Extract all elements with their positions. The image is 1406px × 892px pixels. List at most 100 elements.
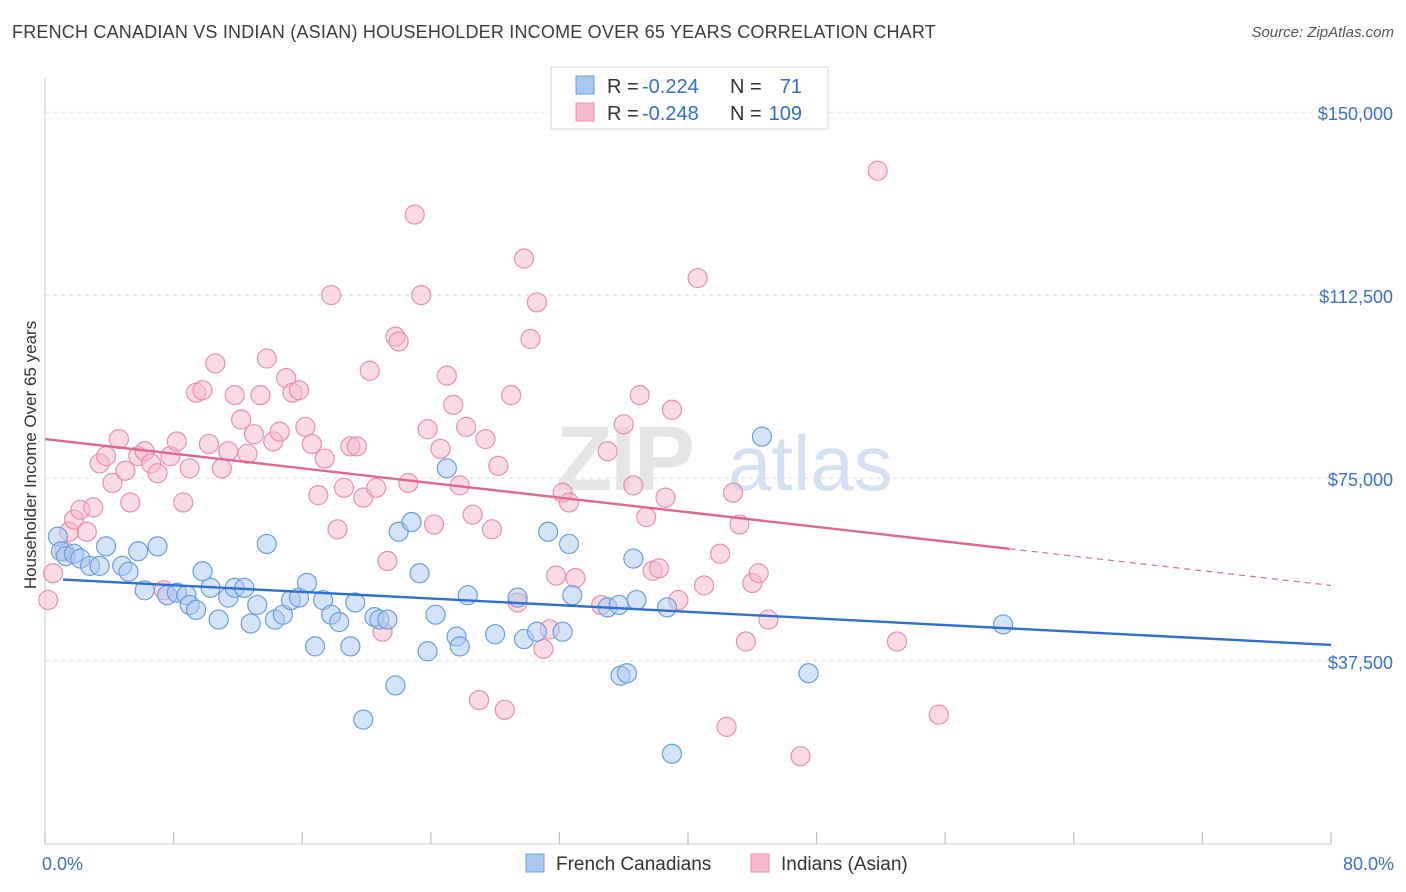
legend-r-label: R = bbox=[607, 103, 639, 125]
data-point bbox=[218, 441, 239, 462]
bottom-legend-swatch-blue bbox=[525, 853, 545, 873]
data-point bbox=[353, 709, 374, 730]
data-point bbox=[38, 589, 59, 611]
legend-n-value-blue: 71 bbox=[780, 76, 802, 98]
data-point bbox=[546, 565, 567, 586]
data-point bbox=[385, 675, 406, 696]
data-point bbox=[308, 485, 329, 506]
legend-r-value-blue: -0.224 bbox=[642, 76, 699, 98]
legend-swatch-pink bbox=[575, 102, 595, 122]
data-point bbox=[186, 599, 207, 620]
data-point bbox=[623, 548, 644, 569]
data-point bbox=[436, 365, 457, 386]
data-point bbox=[192, 380, 213, 401]
data-point bbox=[256, 533, 277, 555]
data-point bbox=[128, 541, 149, 562]
legend-swatch-blue bbox=[575, 75, 595, 95]
data-point bbox=[417, 641, 438, 662]
data-point bbox=[321, 285, 342, 306]
data-point bbox=[256, 348, 277, 369]
data-point bbox=[558, 533, 580, 555]
legend-r-value-pink: -0.248 bbox=[642, 103, 699, 125]
trend-lines bbox=[44, 437, 1332, 647]
data-point bbox=[115, 460, 136, 481]
data-point bbox=[243, 424, 265, 445]
data-point bbox=[443, 394, 464, 415]
data-point bbox=[886, 631, 908, 652]
data-point bbox=[657, 597, 678, 618]
data-point bbox=[296, 572, 318, 594]
axes bbox=[44, 78, 1332, 845]
data-point bbox=[340, 636, 361, 657]
data-point bbox=[687, 267, 708, 289]
data-point bbox=[565, 567, 586, 589]
data-point bbox=[377, 609, 398, 630]
data-point bbox=[417, 419, 438, 440]
data-point bbox=[616, 663, 638, 684]
data-point bbox=[102, 472, 123, 494]
data-point bbox=[488, 455, 509, 476]
data-point bbox=[468, 689, 490, 711]
data-point bbox=[648, 558, 670, 579]
source-label: Source: ZipAtlas.com bbox=[1251, 24, 1394, 41]
data-point bbox=[95, 446, 117, 467]
data-point bbox=[636, 507, 657, 528]
data-point bbox=[928, 704, 949, 725]
data-point bbox=[751, 426, 773, 447]
data-point bbox=[346, 436, 367, 457]
bottom-legend-label-french-canadians: French Canadians bbox=[556, 854, 711, 875]
data-point bbox=[398, 472, 419, 494]
y-axis-label: Householder Income Over 65 years bbox=[21, 321, 40, 589]
data-point bbox=[520, 328, 541, 350]
data-point bbox=[333, 477, 355, 498]
data-point bbox=[211, 458, 232, 479]
data-point bbox=[329, 611, 350, 633]
bottom-legend-label-indians-asian: Indians (Asian) bbox=[781, 854, 908, 875]
data-point bbox=[790, 746, 811, 767]
data-point bbox=[224, 385, 245, 406]
data-point bbox=[449, 636, 470, 657]
data-point bbox=[722, 482, 744, 503]
data-point bbox=[462, 504, 483, 525]
data-point bbox=[240, 613, 261, 634]
data-point bbox=[205, 353, 226, 374]
legend-r-label: R = bbox=[607, 76, 639, 98]
x-tick-label: 0.0% bbox=[42, 854, 83, 874]
data-point bbox=[626, 589, 647, 611]
data-point bbox=[179, 458, 200, 479]
data-point bbox=[501, 385, 522, 406]
data-point bbox=[558, 492, 580, 513]
trend-line-indians-asian-extension bbox=[1009, 548, 1332, 587]
data-point bbox=[798, 663, 819, 684]
data-point bbox=[423, 514, 445, 535]
data-point bbox=[710, 543, 731, 564]
data-point bbox=[436, 458, 457, 479]
y-tick-labels: $37,500 $75,000 $112,500 $150,000 bbox=[1318, 104, 1393, 673]
data-point bbox=[748, 563, 769, 584]
data-point bbox=[485, 624, 506, 645]
data-point bbox=[247, 594, 268, 616]
data-point bbox=[288, 380, 310, 401]
data-point bbox=[388, 331, 409, 352]
data-point bbox=[409, 563, 430, 584]
data-point bbox=[147, 463, 168, 484]
data-point bbox=[623, 475, 644, 496]
data-point bbox=[304, 636, 326, 657]
data-point bbox=[295, 416, 316, 437]
correlation-legend: R = -0.224 N = 71 R = -0.248 N = 109 bbox=[550, 66, 829, 130]
trend-line-french-canadians bbox=[62, 578, 1332, 647]
data-point bbox=[597, 441, 618, 462]
data-point bbox=[693, 575, 715, 596]
data-point bbox=[661, 399, 683, 420]
data-point bbox=[301, 433, 322, 455]
data-point bbox=[366, 477, 387, 498]
data-point bbox=[655, 487, 676, 508]
data-point bbox=[494, 699, 515, 720]
data-point bbox=[513, 248, 535, 269]
series-legend: French Canadians Indians (Asian) bbox=[525, 853, 908, 875]
data-point bbox=[89, 555, 110, 576]
data-point bbox=[95, 536, 117, 557]
data-point bbox=[526, 292, 547, 313]
data-point bbox=[401, 511, 422, 533]
data-point bbox=[231, 409, 252, 430]
